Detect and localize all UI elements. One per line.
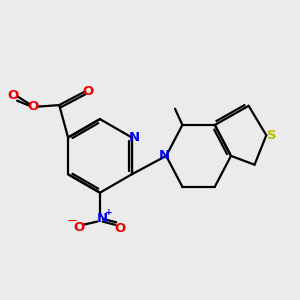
- Text: O: O: [114, 222, 125, 236]
- Text: S: S: [267, 129, 276, 142]
- Text: N: N: [159, 149, 170, 162]
- Text: O: O: [7, 89, 18, 102]
- Text: O: O: [82, 85, 94, 98]
- Text: O: O: [73, 220, 84, 234]
- Text: +: +: [105, 208, 112, 217]
- Text: O: O: [28, 100, 39, 113]
- Text: −: −: [67, 214, 78, 227]
- Text: N: N: [128, 131, 140, 144]
- Text: N: N: [96, 212, 108, 225]
